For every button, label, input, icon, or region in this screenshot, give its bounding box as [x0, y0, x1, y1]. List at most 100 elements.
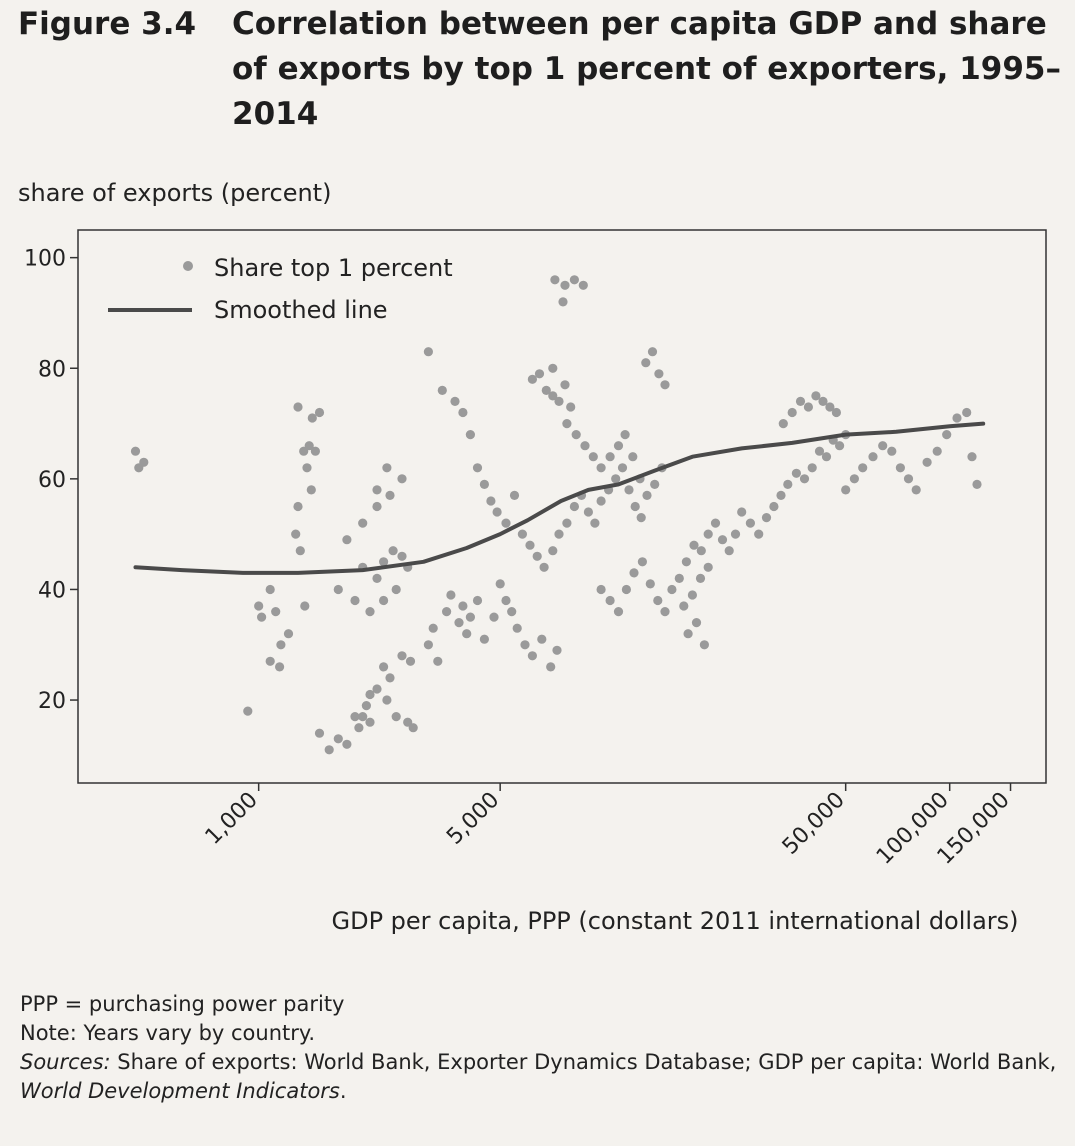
plot-frame — [77, 229, 1047, 784]
data-point — [703, 562, 713, 572]
data-point — [825, 402, 835, 412]
data-point — [724, 546, 734, 556]
data-point — [479, 479, 489, 489]
data-point — [509, 490, 520, 500]
data-point — [611, 474, 621, 484]
data-point — [350, 712, 360, 722]
y-axis-label: share of exports (percent) — [18, 179, 331, 207]
data-point — [314, 728, 325, 738]
data-point — [307, 413, 317, 423]
data-point — [472, 595, 483, 606]
data-point — [818, 396, 828, 406]
data-point — [636, 513, 646, 523]
data-point — [548, 363, 558, 373]
data-point — [306, 485, 316, 495]
data-point — [596, 584, 606, 595]
data-point — [486, 496, 496, 506]
data-point — [546, 662, 556, 672]
y-tick-label: 60 — [38, 468, 66, 493]
data-point — [569, 501, 580, 512]
data-point — [660, 607, 670, 617]
data-point — [310, 446, 320, 456]
data-point — [703, 529, 713, 539]
data-point — [283, 629, 294, 639]
data-point — [962, 407, 972, 418]
data-point — [730, 529, 741, 539]
data-point — [265, 584, 275, 595]
data-point — [972, 479, 982, 489]
data-point — [472, 463, 483, 473]
data-point — [642, 490, 652, 500]
legend-label-points: Share top 1 percent — [214, 254, 453, 282]
data-point — [314, 407, 325, 418]
data-point — [887, 446, 897, 456]
data-point — [291, 529, 301, 539]
data-point — [423, 347, 433, 357]
data-point — [717, 535, 728, 545]
y-tick-label: 20 — [38, 689, 66, 714]
data-point — [737, 507, 747, 517]
data-point — [814, 446, 825, 456]
data-point — [397, 551, 407, 561]
legend: Share top 1 percent Smoothed line — [108, 254, 453, 324]
data-point — [558, 297, 568, 307]
sources-label: Sources: — [20, 1050, 111, 1074]
data-point — [275, 662, 285, 672]
plot-border — [77, 229, 1047, 784]
data-point — [569, 275, 580, 285]
data-point — [932, 446, 942, 456]
data-point — [552, 645, 562, 655]
data-point — [243, 706, 253, 716]
data-point — [517, 529, 528, 539]
data-point — [683, 629, 693, 639]
data-point — [687, 590, 698, 600]
data-point — [878, 441, 888, 451]
data-point — [580, 441, 590, 451]
data-point — [689, 540, 699, 550]
data-point — [799, 474, 810, 484]
data-point — [465, 430, 475, 440]
data-point — [333, 584, 343, 595]
data-point — [895, 463, 906, 473]
data-point — [571, 430, 581, 440]
data-point — [532, 551, 542, 561]
x-tick-label: 5,000 — [442, 788, 504, 850]
data-point — [130, 446, 141, 456]
data-point — [265, 656, 275, 666]
data-point — [501, 518, 511, 528]
data-point — [365, 607, 375, 617]
data-point — [324, 745, 334, 755]
data-point — [942, 430, 952, 440]
data-point — [596, 496, 606, 506]
data-point — [501, 595, 511, 606]
data-point — [835, 441, 845, 451]
data-point — [653, 595, 663, 606]
x-tick-label: 50,000 — [778, 788, 850, 860]
data-point — [358, 518, 368, 528]
data-point — [361, 701, 371, 711]
data-point — [254, 601, 264, 611]
data-point — [849, 474, 860, 484]
data-point — [408, 723, 418, 733]
data-point — [588, 452, 598, 462]
note-years: Note: Years vary by country. — [20, 1021, 315, 1045]
x-axis-label: GDP per capita, PPP (constant 2011 inter… — [331, 907, 1018, 935]
smoothed-line-layer — [133, 421, 986, 575]
y-tick-label: 40 — [38, 578, 66, 603]
data-point — [442, 607, 452, 617]
data-point — [562, 419, 572, 429]
data-point — [696, 546, 706, 556]
data-point — [489, 612, 499, 622]
data-point — [554, 396, 564, 406]
data-point — [628, 452, 638, 462]
data-point — [379, 595, 389, 606]
data-point — [613, 607, 624, 617]
data-point — [645, 579, 655, 589]
data-point — [583, 507, 594, 517]
data-point — [358, 712, 368, 722]
data-point — [365, 717, 375, 727]
data-point — [776, 490, 786, 500]
data-point — [548, 546, 558, 556]
